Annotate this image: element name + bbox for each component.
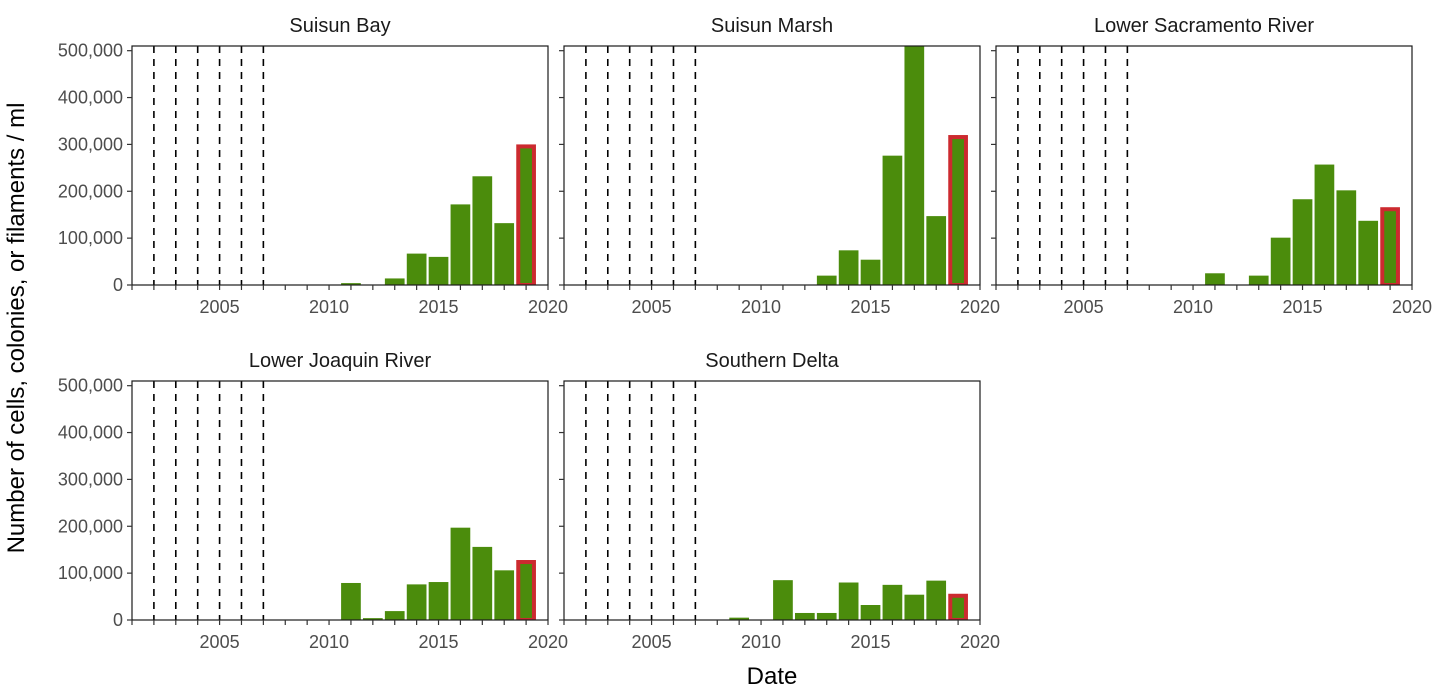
bar xyxy=(838,250,859,285)
panel-border xyxy=(131,45,549,286)
panel-title: Lower Joaquin River xyxy=(249,350,432,372)
panel-border xyxy=(563,45,981,286)
bar xyxy=(384,278,405,285)
bar-group xyxy=(341,527,536,620)
x-tick-label: 2020 xyxy=(960,297,1000,317)
y-tick-label: 500,000 xyxy=(58,41,123,61)
bar xyxy=(860,259,881,285)
bar xyxy=(472,546,493,620)
bar xyxy=(362,618,383,620)
x-axis-title: Date xyxy=(747,663,798,690)
y-tick-label: 400,000 xyxy=(58,88,123,108)
x-tick-label: 2010 xyxy=(741,632,781,652)
bar xyxy=(341,283,361,285)
x-tick-label: 2010 xyxy=(309,632,349,652)
x-tick-label: 2010 xyxy=(741,297,781,317)
x-tick-label: 2010 xyxy=(1173,297,1213,317)
y-tick-label: 300,000 xyxy=(58,469,123,489)
x-tick-label: 2015 xyxy=(851,297,891,317)
bar xyxy=(926,580,947,620)
bar xyxy=(384,611,405,620)
panel-3: Lower Sacramento River 2005 2010 2015 2020 xyxy=(991,15,1432,317)
bar xyxy=(882,584,903,620)
bar xyxy=(406,584,427,620)
panel-border xyxy=(995,45,1413,286)
bar xyxy=(794,612,815,620)
x-tick-label: 2015 xyxy=(419,297,459,317)
bar xyxy=(341,582,361,620)
x-tick-label: 2015 xyxy=(1283,297,1323,317)
bar xyxy=(729,617,750,620)
bar xyxy=(450,527,471,620)
y-tick-label: 200,000 xyxy=(58,516,123,536)
bar xyxy=(816,612,837,620)
x-tick-label: 2020 xyxy=(960,632,1000,652)
bar xyxy=(882,155,903,285)
y-tick-label: 0 xyxy=(113,275,123,295)
bar xyxy=(472,176,493,285)
x-tick-label: 2020 xyxy=(528,297,568,317)
bar-group xyxy=(341,144,536,285)
y-tick-label: 500,000 xyxy=(58,376,123,396)
x-tick-label: 2005 xyxy=(200,297,240,317)
y-tick-label: 300,000 xyxy=(58,134,123,154)
x-tick-label: 2005 xyxy=(632,632,672,652)
y-tick-label: 400,000 xyxy=(58,423,123,443)
panel-4: Lower Joaquin River 2005 2010 2015 2020 0 100,… xyxy=(58,350,568,652)
x-tick-label: 2015 xyxy=(419,632,459,652)
bar xyxy=(1270,237,1291,285)
y-tick-label: 100,000 xyxy=(58,563,123,583)
x-tick-label: 2005 xyxy=(200,632,240,652)
highlighted-bar xyxy=(1380,207,1400,285)
panel-5: Southern Delta 2005 2010 2015 2020 xyxy=(559,350,1000,652)
y-tick-label: 100,000 xyxy=(58,228,123,248)
bar xyxy=(1358,220,1379,285)
bar xyxy=(1314,164,1335,285)
bar xyxy=(406,253,427,285)
panel-title: Suisun Marsh xyxy=(711,15,833,37)
panel-title: Suisun Bay xyxy=(289,15,390,37)
bar xyxy=(1292,199,1313,285)
panel-border xyxy=(131,380,549,621)
bar xyxy=(838,582,859,620)
bar xyxy=(1248,275,1269,285)
y-tick-label: 0 xyxy=(113,610,123,630)
bar xyxy=(860,605,881,620)
x-tick-label: 2015 xyxy=(851,632,891,652)
highlighted-bar xyxy=(948,135,968,285)
bar-group xyxy=(1205,164,1400,285)
bar xyxy=(494,570,515,620)
highlighted-bar xyxy=(948,593,968,620)
bar xyxy=(494,223,515,285)
bar xyxy=(450,204,471,285)
x-tick-label: 2020 xyxy=(1392,297,1432,317)
x-tick-label: 2005 xyxy=(632,297,672,317)
panel-border xyxy=(563,380,981,621)
bar xyxy=(816,275,837,285)
highlighted-bar xyxy=(516,144,536,285)
x-tick-label: 2020 xyxy=(528,632,568,652)
x-tick-label: 2010 xyxy=(309,297,349,317)
bar xyxy=(926,216,947,285)
panel-2: Suisun Marsh 2005 2010 2015 2020 xyxy=(559,15,1000,317)
y-axis-title: Number of cells, colonies, or filaments … xyxy=(3,103,30,554)
panel-1: Suisun Bay 2005 2010 2015 2020 0 100,000 200,00… xyxy=(58,15,568,317)
highlighted-bar xyxy=(516,560,536,620)
bar xyxy=(904,594,925,620)
y-tick-label: 200,000 xyxy=(58,181,123,201)
bar xyxy=(904,46,925,285)
bar xyxy=(428,582,449,620)
x-tick-label: 2005 xyxy=(1064,297,1104,317)
panel-title: Southern Delta xyxy=(705,350,839,372)
bar xyxy=(1205,273,1225,285)
bar xyxy=(1336,190,1357,285)
panel-title: Lower Sacramento River xyxy=(1094,15,1314,37)
bar-group xyxy=(816,46,968,285)
bar xyxy=(428,256,449,285)
bar-group xyxy=(729,580,968,620)
bar xyxy=(773,580,793,620)
